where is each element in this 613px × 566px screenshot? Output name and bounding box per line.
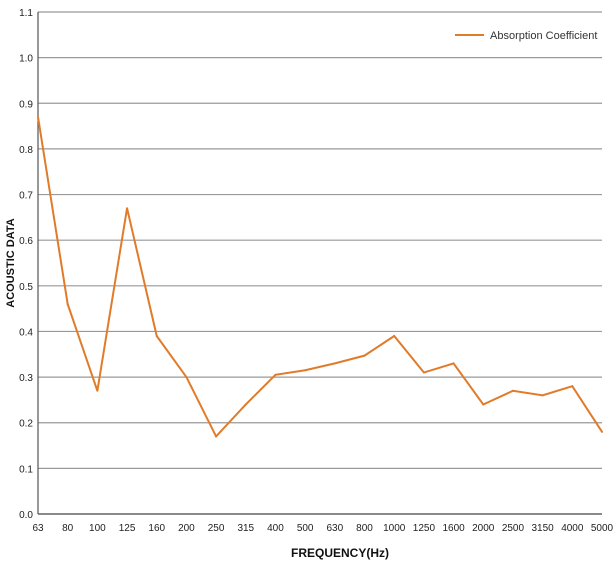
x-tick-label: 100 <box>89 523 106 534</box>
data-point <box>601 430 603 433</box>
data-point <box>96 389 99 392</box>
data-point <box>482 403 485 406</box>
x-tick-label: 2500 <box>502 523 525 534</box>
data-point <box>511 389 514 392</box>
y-tick-label: 0.2 <box>19 419 33 430</box>
y-tick-label: 0.3 <box>19 373 33 384</box>
series-line <box>37 116 603 439</box>
data-point <box>571 385 574 388</box>
data-point <box>333 362 336 365</box>
x-tick-label: 500 <box>297 523 314 534</box>
x-tick-label: 125 <box>119 523 136 534</box>
y-tick-label: 0.7 <box>19 191 33 202</box>
data-point <box>215 435 218 438</box>
data-point <box>185 376 188 379</box>
x-tick-label: 250 <box>208 523 225 534</box>
data-point <box>422 371 425 374</box>
legend: Absorption Coefficient <box>455 30 597 42</box>
y-tick-label: 0.5 <box>19 282 33 293</box>
data-point <box>541 394 544 397</box>
x-tick-label: 63 <box>32 523 44 534</box>
x-tick-label: 1000 <box>383 523 406 534</box>
y-tick-label: 0.8 <box>19 145 33 156</box>
legend-label: Absorption Coefficient <box>490 30 597 42</box>
y-tick-label: 0.0 <box>19 510 33 521</box>
data-point <box>304 369 307 372</box>
x-axis-label: FREQUENCY(Hz) <box>291 546 389 560</box>
x-tick-label: 80 <box>62 523 74 534</box>
x-tick-label: 2000 <box>472 523 495 534</box>
x-tick-label: 5000 <box>591 523 613 534</box>
x-tick-label: 160 <box>148 523 165 534</box>
data-point <box>452 362 455 365</box>
x-tick-label: 1600 <box>442 523 465 534</box>
data-point <box>37 115 39 118</box>
data-point <box>66 303 69 306</box>
x-tick-label: 800 <box>356 523 373 534</box>
data-point <box>244 403 247 406</box>
y-tick-label: 1.1 <box>19 8 33 19</box>
y-axis-label: ACOUSTIC DATA <box>5 218 17 307</box>
data-point <box>363 354 366 357</box>
y-tick-label: 0.1 <box>19 464 33 475</box>
x-tick-label: 400 <box>267 523 284 534</box>
y-tick-label: 1.0 <box>19 54 33 65</box>
x-tick-label: 315 <box>237 523 254 534</box>
y-tick-label: 0.4 <box>19 327 33 338</box>
y-tick-label: 0.9 <box>19 99 33 110</box>
x-tick-label: 3150 <box>532 523 555 534</box>
x-tick-label: 1250 <box>413 523 436 534</box>
y-tick-label: 0.6 <box>19 236 33 247</box>
x-tick-label: 630 <box>326 523 343 534</box>
x-tick-label: 200 <box>178 523 195 534</box>
data-point <box>274 373 277 376</box>
x-tick-label: 4000 <box>561 523 584 534</box>
data-point <box>393 335 396 338</box>
data-point <box>155 335 158 338</box>
data-point <box>126 207 129 210</box>
